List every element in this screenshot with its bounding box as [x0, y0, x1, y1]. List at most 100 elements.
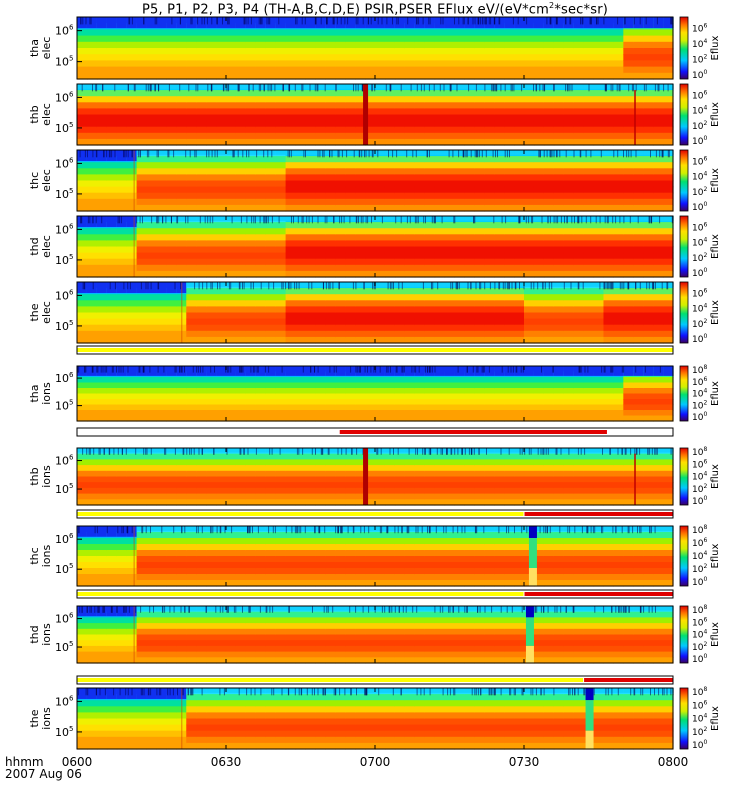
y-axis-label: thcions	[28, 544, 53, 567]
y-tick-label: 106	[55, 532, 74, 546]
colorbar-tick: 108	[692, 604, 707, 616]
status-bar	[76, 509, 674, 519]
y-axis-label: thaions	[28, 382, 53, 405]
x-tick-label: 0800	[658, 755, 689, 769]
event-column	[585, 688, 594, 701]
status-bar	[76, 589, 674, 599]
y-axis-label: thdions	[28, 623, 53, 646]
colorbar-label: Eflux	[710, 234, 721, 259]
event-boundary	[181, 688, 183, 749]
y-tick-label: 105	[55, 187, 73, 201]
y-tick-label: 106	[55, 612, 74, 626]
status-bar	[76, 427, 674, 437]
event-boundary	[181, 282, 183, 343]
colorbar-label: Eflux	[710, 706, 721, 731]
colorbar-tick: 106	[692, 23, 707, 35]
y-axis-label: thbions	[28, 465, 53, 488]
colorbar-tick: 104	[692, 629, 707, 641]
colorbar-tick: 102	[692, 641, 707, 653]
y-tick-label: 105	[55, 725, 73, 739]
status-segment-yellow	[77, 678, 584, 682]
colorbar-label: Eflux	[710, 381, 721, 406]
colorbar-tick: 106	[692, 537, 707, 549]
colorbar-tick: 106	[692, 222, 707, 234]
page-title: P5, P1, P2, P3, P4 (TH-A,B,C,D,E) PSIR,P…	[141, 1, 609, 18]
colorbar-tick: 106	[692, 699, 707, 711]
y-tick-label: 105	[55, 640, 73, 654]
colorbar-label: Eflux	[710, 464, 721, 489]
colorbar-tick: 100	[692, 739, 707, 751]
colorbar-tick: 100	[692, 201, 707, 213]
y-tick-label: 105	[55, 55, 73, 69]
event-spike	[363, 448, 369, 505]
colorbar-tick: 104	[692, 105, 707, 117]
colorbar-tick: 102	[692, 120, 707, 132]
colorbar-label: Eflux	[710, 543, 721, 568]
y-axis-label: thbelec	[28, 103, 53, 126]
colorbar-tick: 106	[692, 376, 707, 388]
event-line	[634, 453, 636, 505]
y-axis-label: thdelec	[28, 235, 53, 258]
colorbar-tick: 104	[692, 471, 707, 483]
colorbar-tick: 106	[692, 156, 707, 168]
status-segment-yellow	[77, 348, 673, 352]
status-bar	[76, 675, 674, 685]
event-line	[634, 90, 636, 145]
event-spike	[363, 84, 369, 145]
status-segment-red	[584, 678, 673, 682]
y-tick-label: 106	[55, 222, 74, 236]
colorbar-tick: 108	[692, 364, 707, 376]
x-tick-label: 0630	[211, 755, 242, 769]
colorbar-tick: 100	[692, 333, 707, 345]
y-axis-label: theelec	[28, 301, 53, 324]
event-boundary	[133, 150, 135, 211]
colorbar-tick: 100	[692, 411, 707, 423]
colorbar-label: Eflux	[710, 300, 721, 325]
colorbar-tick: 104	[692, 38, 707, 50]
y-tick-label: 105	[55, 121, 73, 135]
colorbar-tick: 102	[692, 726, 707, 738]
colorbar-tick: 100	[692, 267, 707, 279]
colorbar-tick: 106	[692, 458, 707, 470]
y-tick-label: 106	[55, 288, 74, 302]
colorbar-tick: 104	[692, 237, 707, 249]
colorbar-tick: 100	[692, 69, 707, 81]
y-tick-label: 106	[55, 156, 74, 170]
colorbar-tick: 102	[692, 483, 707, 495]
y-tick-label: 105	[55, 319, 73, 333]
colorbar-tick: 106	[692, 90, 707, 102]
x-tick-label: 0700	[360, 755, 391, 769]
x-tick-label: 0600	[62, 755, 93, 769]
colorbar-tick: 106	[692, 288, 707, 300]
y-tick-label: 105	[55, 253, 73, 267]
colorbar-label: Eflux	[710, 102, 721, 127]
colorbar-tick: 102	[692, 186, 707, 198]
y-tick-label: 106	[55, 694, 74, 708]
colorbar-tick: 108	[692, 524, 707, 536]
colorbar-tick: 102	[692, 399, 707, 411]
status-segment-red	[524, 592, 673, 596]
y-axis-label: theions	[28, 707, 53, 730]
y-tick-label: 105	[55, 562, 73, 576]
event-boundary	[133, 216, 135, 277]
y-tick-label: 105	[55, 482, 73, 496]
event-boundary	[133, 606, 135, 663]
event-boundary	[133, 526, 135, 586]
colorbar-tick: 104	[692, 713, 707, 725]
y-axis-label: thaelec	[28, 37, 53, 60]
y-tick-label: 106	[55, 90, 74, 104]
